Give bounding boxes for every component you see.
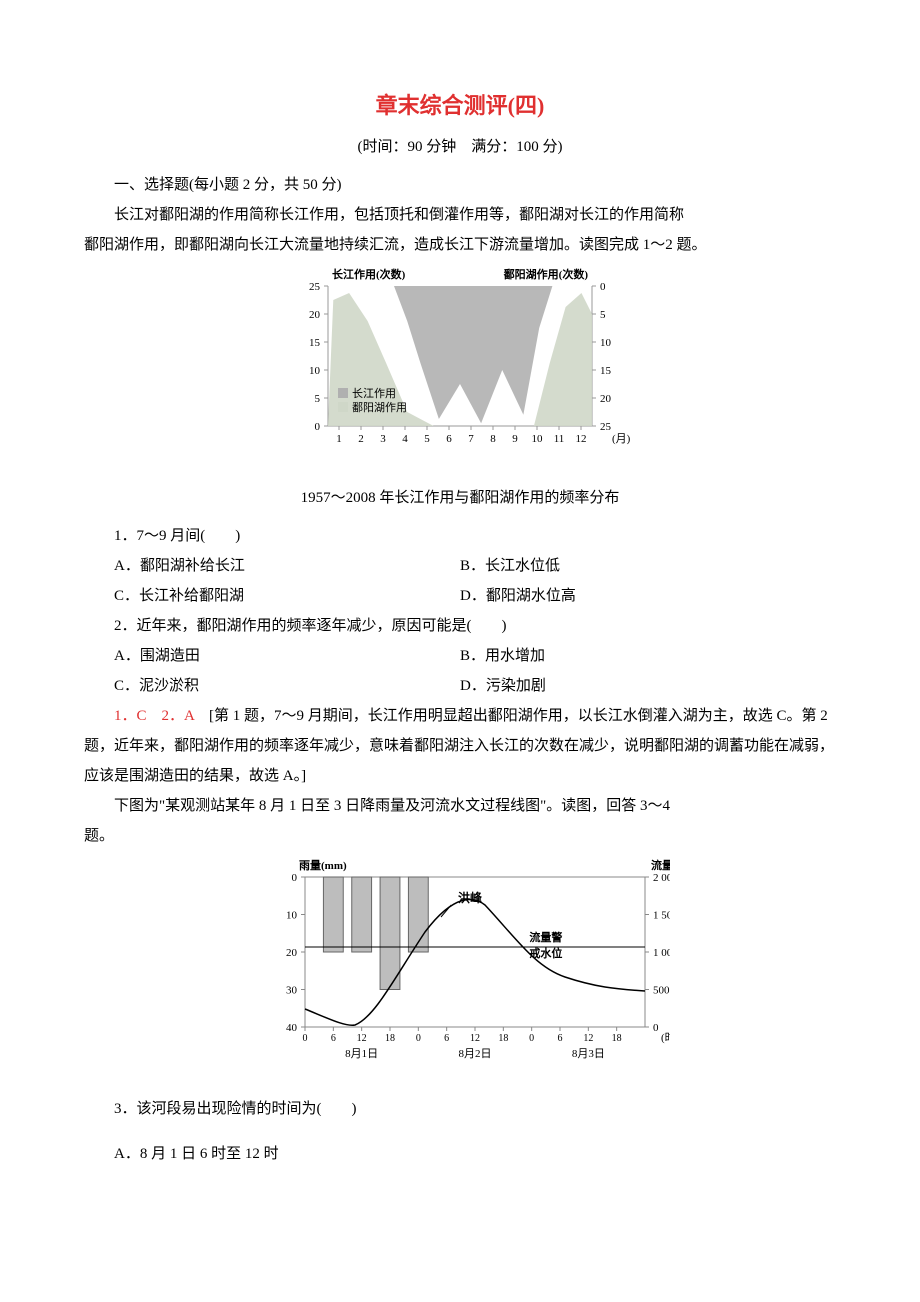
svg-text:流量(m³/s): 流量(m³/s) [651, 858, 670, 872]
svg-text:25: 25 [600, 421, 612, 433]
svg-text:0: 0 [600, 281, 606, 293]
q1-opt-d: D．鄱阳湖水位高 [460, 581, 836, 611]
svg-text:7: 7 [468, 433, 474, 445]
answer-body: [第 1 题，7～9 月期间，长江作用明显超出鄱阳湖作用，以长江水倒灌入湖为主，… [84, 708, 834, 784]
svg-text:戒水位: 戒水位 [529, 946, 562, 960]
svg-text:雨量(mm): 雨量(mm) [299, 859, 347, 872]
q2-opt-a: A．围湖造田 [84, 641, 460, 671]
svg-text:12: 12 [470, 1033, 480, 1044]
svg-text:10: 10 [286, 910, 298, 922]
svg-text:15: 15 [600, 365, 612, 377]
q3: 3．该河段易出现险情的时间为( ) [84, 1094, 836, 1124]
svg-text:40: 40 [286, 1022, 298, 1034]
svg-text:4: 4 [402, 433, 408, 445]
subtitle: (时间：90 分钟 满分：100 分) [84, 132, 836, 162]
svg-text:长江作用(次数): 长江作用(次数) [332, 267, 406, 281]
svg-text:5: 5 [424, 433, 430, 445]
svg-text:10: 10 [532, 433, 544, 445]
svg-text:0: 0 [315, 421, 321, 433]
q3-opt-a: A．8 月 1 日 6 时至 12 时 [84, 1139, 836, 1169]
svg-text:(月): (月) [612, 433, 631, 445]
svg-text:12: 12 [576, 433, 587, 445]
chart-1-caption: 1957～2008 年长江作用与鄱阳湖作用的频率分布 [84, 483, 836, 513]
svg-text:1: 1 [336, 433, 342, 445]
q2-opt-b: B．用水增加 [460, 641, 836, 671]
svg-text:12: 12 [583, 1033, 593, 1044]
svg-text:30: 30 [286, 985, 298, 997]
chart-1: 25201510500510152025123456789101112(月)长江… [84, 266, 836, 477]
svg-text:10: 10 [309, 365, 321, 377]
intro2-line-1: 下图为"某观测站某年 8 月 1 日至 3 日降雨量及河流水文过程线图"。读图，… [84, 791, 836, 821]
svg-text:6: 6 [331, 1033, 336, 1044]
svg-text:11: 11 [554, 433, 565, 445]
svg-text:20: 20 [309, 309, 321, 321]
svg-text:18: 18 [612, 1033, 622, 1044]
svg-text:洪峰: 洪峰 [458, 890, 483, 905]
svg-text:5: 5 [315, 393, 321, 405]
svg-text:0: 0 [292, 872, 298, 884]
svg-text:长江作用: 长江作用 [352, 387, 396, 400]
svg-text:1 500: 1 500 [653, 910, 670, 922]
intro2-line-2: 题。 [84, 821, 836, 851]
svg-text:8月2日: 8月2日 [459, 1048, 492, 1060]
svg-text:6: 6 [558, 1033, 563, 1044]
q1-opt-b: B．长江水位低 [460, 551, 836, 581]
q2-opt-c: C．泥沙淤积 [84, 671, 460, 701]
svg-text:20: 20 [286, 947, 298, 959]
svg-text:0: 0 [529, 1033, 534, 1044]
svg-text:2 000: 2 000 [653, 872, 670, 884]
answer-1-2: 1．C 2．A [第 1 题，7～9 月期间，长江作用明显超出鄱阳湖作用，以长江… [84, 701, 836, 791]
svg-text:0: 0 [416, 1033, 421, 1044]
q1-opt-a: A．鄱阳湖补给长江 [84, 551, 460, 581]
svg-text:6: 6 [446, 433, 452, 445]
q1: 1．7～9 月间( ) [84, 521, 836, 551]
svg-text:10: 10 [600, 337, 612, 349]
page-title: 章末综合测评(四) [84, 84, 836, 128]
section-heading: 一、选择题(每小题 2 分，共 50 分) [84, 170, 836, 200]
svg-text:5: 5 [600, 309, 606, 321]
svg-text:流量警: 流量警 [529, 930, 562, 944]
svg-text:1 000: 1 000 [653, 947, 670, 959]
svg-text:鄱阳湖作用(次数): 鄱阳湖作用(次数) [503, 267, 589, 281]
intro-line-2: 鄱阳湖作用，即鄱阳湖向长江大流量地持续汇流，造成长江下游流量增加。读图完成 1～… [84, 230, 836, 260]
svg-text:3: 3 [380, 433, 386, 445]
svg-text:8月1日: 8月1日 [345, 1048, 378, 1060]
svg-text:20: 20 [600, 393, 612, 405]
svg-text:25: 25 [309, 281, 321, 293]
svg-text:0: 0 [303, 1033, 308, 1044]
svg-text:12: 12 [357, 1033, 367, 1044]
svg-text:鄱阳湖作用: 鄱阳湖作用 [352, 401, 407, 414]
svg-text:18: 18 [385, 1033, 395, 1044]
q2-opt-d: D．污染加剧 [460, 671, 836, 701]
svg-text:2: 2 [358, 433, 364, 445]
svg-text:0: 0 [653, 1022, 659, 1034]
svg-text:15: 15 [309, 337, 321, 349]
svg-text:6: 6 [444, 1033, 449, 1044]
answer-label: 1．C 2．A [114, 708, 194, 724]
svg-text:9: 9 [512, 433, 518, 445]
svg-text:8: 8 [490, 433, 496, 445]
svg-text:8月3日: 8月3日 [572, 1048, 605, 1060]
chart-2: 0 10 20 30 40 2 000 1 500 1 000 500 0 0 6 12 18 8月1日 0 6… [84, 857, 836, 1088]
q2: 2．近年来，鄱阳湖作用的频率逐年减少，原因可能是( ) [84, 611, 836, 641]
svg-text:(时): (时) [661, 1031, 670, 1044]
svg-text:500: 500 [653, 985, 670, 997]
intro-line-1: 长江对鄱阳湖的作用简称长江作用，包括顶托和倒灌作用等，鄱阳湖对长江的作用简称 [84, 200, 836, 230]
q1-opt-c: C．长江补给鄱阳湖 [84, 581, 460, 611]
svg-text:18: 18 [498, 1033, 508, 1044]
